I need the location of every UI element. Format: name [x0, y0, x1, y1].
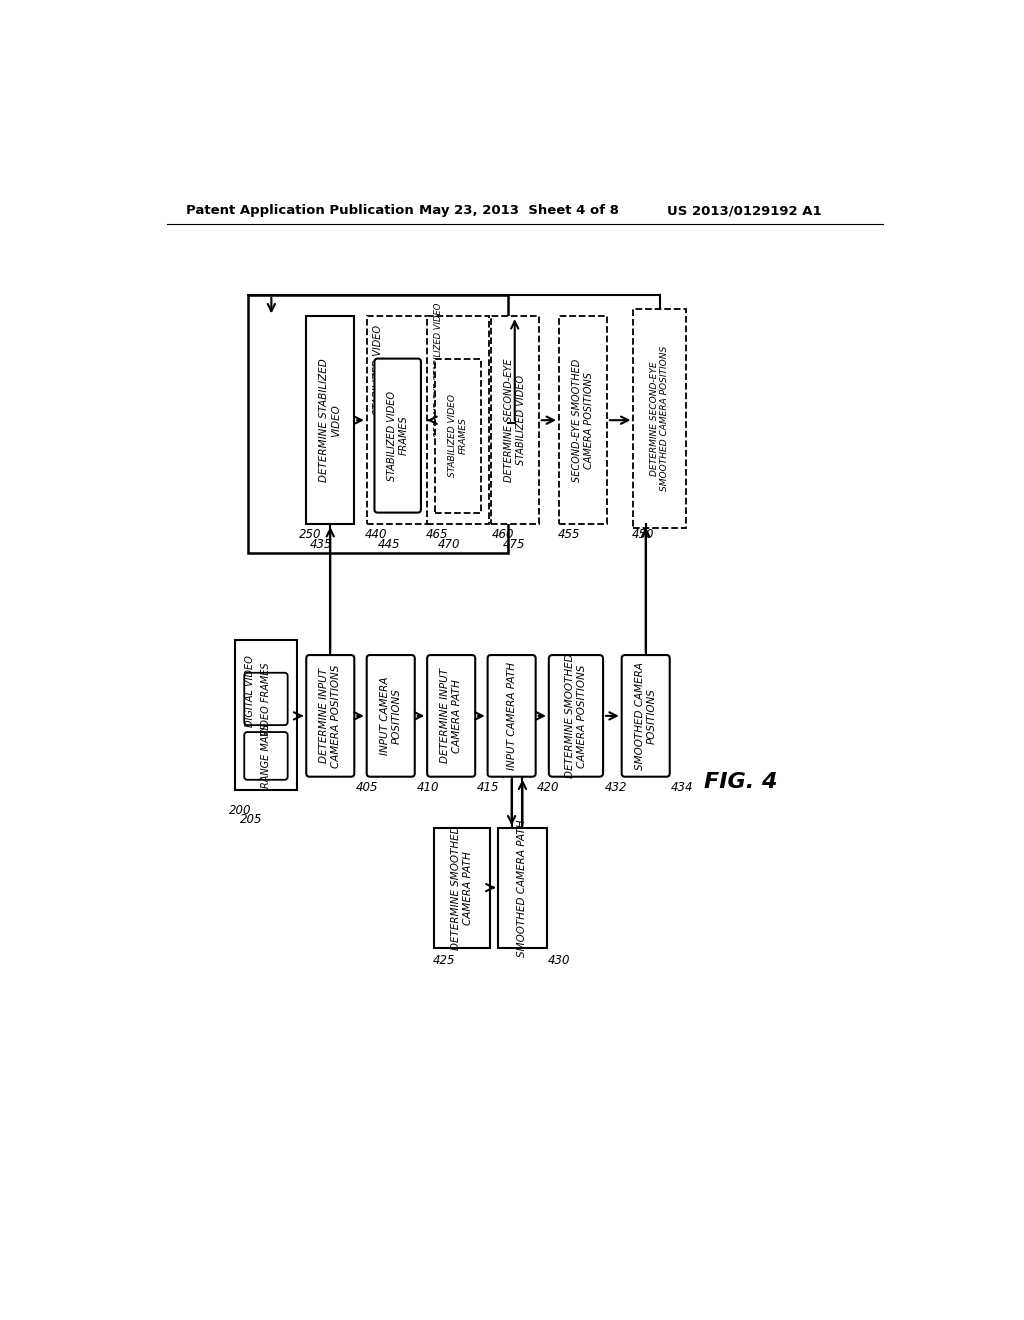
FancyBboxPatch shape — [427, 655, 475, 776]
Text: 435: 435 — [309, 539, 332, 550]
Text: INPUT CAMERA
POSITIONS: INPUT CAMERA POSITIONS — [380, 677, 401, 755]
Text: 460: 460 — [493, 528, 515, 541]
Text: 200: 200 — [228, 804, 251, 817]
Text: 432: 432 — [604, 780, 627, 793]
Text: DETERMINE SMOOTHED
CAMERA PATH: DETERMINE SMOOTHED CAMERA PATH — [452, 826, 473, 950]
Bar — [367, 317, 429, 524]
Text: Patent Application Publication: Patent Application Publication — [186, 205, 414, 218]
Text: 420: 420 — [538, 780, 560, 793]
Text: 250: 250 — [299, 528, 321, 541]
Text: 440: 440 — [366, 528, 388, 541]
Text: DETERMINE STABILIZED
VIDEO: DETERMINE STABILIZED VIDEO — [319, 358, 341, 482]
Text: 445: 445 — [378, 539, 400, 550]
Text: 425: 425 — [432, 954, 455, 966]
Bar — [234, 640, 297, 789]
Text: SECOND EYE STABILIZED VIDEO: SECOND EYE STABILIZED VIDEO — [434, 304, 443, 437]
Text: SMOOTHED CAMERA
POSITIONS: SMOOTHED CAMERA POSITIONS — [635, 661, 656, 770]
Bar — [490, 317, 539, 524]
FancyBboxPatch shape — [487, 655, 536, 776]
Text: 470: 470 — [438, 539, 461, 550]
Text: 205: 205 — [240, 813, 262, 826]
Bar — [248, 294, 508, 553]
Bar — [427, 317, 489, 524]
Text: DETERMINE SECOND-EYE
SMOOTHED CAMERA POSITIONS: DETERMINE SECOND-EYE SMOOTHED CAMERA POS… — [650, 346, 670, 491]
Text: 434: 434 — [672, 780, 694, 793]
Bar — [499, 829, 547, 948]
FancyBboxPatch shape — [622, 655, 670, 776]
Text: RANGE MAPS: RANGE MAPS — [261, 723, 271, 788]
Bar — [633, 309, 686, 528]
FancyBboxPatch shape — [245, 733, 288, 780]
Text: 450: 450 — [632, 528, 654, 541]
Text: 410: 410 — [417, 780, 439, 793]
Text: 405: 405 — [356, 780, 378, 793]
Text: 465: 465 — [426, 528, 449, 541]
Text: VIDEO FRAMES: VIDEO FRAMES — [261, 663, 271, 735]
Text: US 2013/0129192 A1: US 2013/0129192 A1 — [667, 205, 821, 218]
FancyBboxPatch shape — [245, 673, 288, 725]
Bar — [435, 359, 481, 512]
Text: SECOND-EYE SMOOTHED
CAMERA POSITIONS: SECOND-EYE SMOOTHED CAMERA POSITIONS — [572, 359, 594, 482]
Text: DETERMINE SECOND-EYE
STABILIZED VIDEO: DETERMINE SECOND-EYE STABILIZED VIDEO — [504, 359, 525, 482]
Text: STABILIZED VIDEO: STABILIZED VIDEO — [374, 325, 383, 416]
Text: FIG. 4: FIG. 4 — [703, 772, 777, 792]
FancyBboxPatch shape — [549, 655, 603, 776]
Text: DETERMINE INPUT
CAMERA POSITIONS: DETERMINE INPUT CAMERA POSITIONS — [319, 664, 341, 767]
Text: DETERMINE INPUT
CAMERA PATH: DETERMINE INPUT CAMERA PATH — [440, 668, 462, 763]
Bar — [434, 829, 489, 948]
Text: STABILIZED VIDEO
FRAMES: STABILIZED VIDEO FRAMES — [387, 391, 409, 480]
FancyBboxPatch shape — [375, 359, 421, 512]
Text: 430: 430 — [548, 954, 570, 966]
Text: INPUT CAMERA PATH: INPUT CAMERA PATH — [507, 661, 517, 770]
Text: SMOOTHED CAMERA PATH: SMOOTHED CAMERA PATH — [517, 820, 527, 957]
Text: 475: 475 — [503, 539, 525, 550]
Bar — [306, 317, 354, 524]
Text: DIGITAL VIDEO: DIGITAL VIDEO — [246, 655, 255, 727]
Text: 415: 415 — [477, 780, 500, 793]
Text: May 23, 2013  Sheet 4 of 8: May 23, 2013 Sheet 4 of 8 — [419, 205, 618, 218]
Text: DETERMINE SMOOTHED
CAMERA POSITIONS: DETERMINE SMOOTHED CAMERA POSITIONS — [565, 653, 587, 779]
Text: STABILIZED VIDEO
FRAMES: STABILIZED VIDEO FRAMES — [449, 395, 468, 477]
Text: 455: 455 — [557, 528, 580, 541]
FancyBboxPatch shape — [306, 655, 354, 776]
Bar — [559, 317, 607, 524]
FancyBboxPatch shape — [367, 655, 415, 776]
